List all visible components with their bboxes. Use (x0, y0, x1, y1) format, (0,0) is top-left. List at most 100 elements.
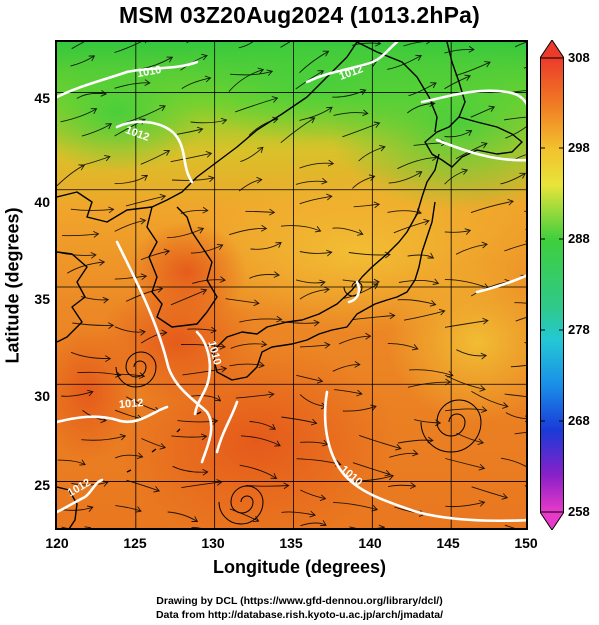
streamline-arrow (201, 53, 208, 61)
streamline-arrow (269, 423, 276, 430)
streamline (445, 501, 485, 508)
isobars (57, 42, 526, 523)
streamline (190, 119, 227, 124)
streamline (230, 70, 273, 76)
map-plot-area: 1010 1012 1012 1010 1012 1010 1012 (55, 40, 528, 530)
streamline-arrow (354, 361, 361, 368)
streamline (60, 108, 97, 123)
streamline-arrow (372, 283, 379, 290)
streamline (70, 55, 95, 67)
streamline-arrow (526, 122, 528, 128)
streamline (525, 503, 526, 504)
streamline-arrow (144, 79, 151, 86)
streamline-arrow (409, 482, 417, 490)
streamline-arrow (269, 208, 276, 216)
streamline-arrow (210, 326, 217, 334)
streamline-arrow (257, 67, 265, 75)
streamline (172, 465, 208, 473)
streamline (299, 195, 332, 205)
streamline-arrow (379, 144, 386, 152)
streamline-arrow (412, 449, 419, 457)
streamline-arrow (271, 96, 279, 103)
streamline-arrow (411, 344, 419, 351)
streamline-arrow (479, 385, 486, 392)
x-tick-label: 140 (358, 535, 382, 551)
streamline (444, 320, 488, 328)
streamline-arrow (119, 433, 127, 441)
streamline (62, 506, 93, 511)
streamline (300, 522, 327, 527)
streamline (407, 381, 451, 388)
streamline-arrow (275, 242, 282, 248)
streamline (352, 462, 391, 476)
streamline-arrow (93, 230, 100, 238)
streamline-arrow (309, 510, 316, 518)
streamline-arrow (415, 54, 422, 61)
streamline-arrow (273, 271, 280, 278)
streamline-arrow (373, 201, 381, 209)
streamline-arrow (519, 172, 526, 179)
streamline-arrow (204, 75, 212, 83)
streamline-arrow (266, 69, 274, 76)
streamline (66, 261, 105, 274)
streamline-arrow (166, 56, 174, 63)
streamline-arrow (321, 177, 328, 185)
streamline (470, 106, 495, 118)
streamline (181, 343, 226, 348)
streamline-arrow (326, 193, 333, 201)
streamline (504, 393, 526, 398)
streamline (455, 61, 491, 76)
temperature-map (57, 42, 528, 528)
streamline-arrow (480, 352, 488, 360)
streamline (181, 481, 222, 489)
streamline-arrow (502, 402, 509, 409)
streamline (505, 126, 526, 139)
streamline (125, 288, 163, 302)
x-axis-label: Longitude (degrees) (212, 557, 386, 577)
streamline (397, 439, 433, 444)
streamline (444, 374, 486, 390)
streamline (281, 511, 316, 516)
streamline-arrow (202, 206, 209, 214)
streamline (60, 252, 96, 256)
streamline-arrow (139, 328, 146, 336)
streamline-arrow (484, 61, 491, 68)
streamline (238, 42, 254, 49)
streamline-arrow (105, 123, 113, 130)
streamline-arrow (219, 276, 226, 283)
streamline (342, 279, 380, 283)
streamline-arrow (387, 473, 395, 481)
streamline-arrow (371, 504, 379, 512)
streamline (444, 49, 474, 54)
streamline (72, 322, 114, 326)
streamline-arrow (159, 193, 167, 201)
colorbar-label: 258 (568, 504, 590, 519)
streamline-arrow (205, 150, 213, 158)
streamline-arrow (90, 251, 97, 259)
streamline-arrow (79, 459, 86, 466)
streamline-arrow (368, 174, 376, 181)
streamline-arrow (480, 406, 488, 413)
x-tick-label: 135 (279, 535, 303, 551)
streamline-arrow (395, 443, 402, 451)
streamline (181, 77, 211, 89)
streamline-arrow (326, 106, 333, 113)
credit-line-data: Data from http://database.rish.kyoto-u.a… (155, 609, 444, 621)
streamline-arrow (100, 89, 107, 97)
streamline (171, 435, 207, 438)
streamline (177, 420, 218, 423)
low-pressure-swirls (115, 281, 482, 525)
streamline (500, 172, 526, 185)
streamline (388, 171, 422, 184)
streamline (280, 42, 291, 48)
streamline (348, 252, 391, 256)
streamline-arrow (308, 117, 316, 124)
streamline-arrow (415, 208, 422, 215)
streamline (299, 162, 334, 169)
streamline (300, 489, 326, 500)
streamline (407, 103, 435, 114)
streamline (61, 391, 93, 397)
streamline (180, 209, 208, 214)
x-tick-label: 125 (123, 535, 147, 551)
streamline-arrow (138, 372, 146, 379)
